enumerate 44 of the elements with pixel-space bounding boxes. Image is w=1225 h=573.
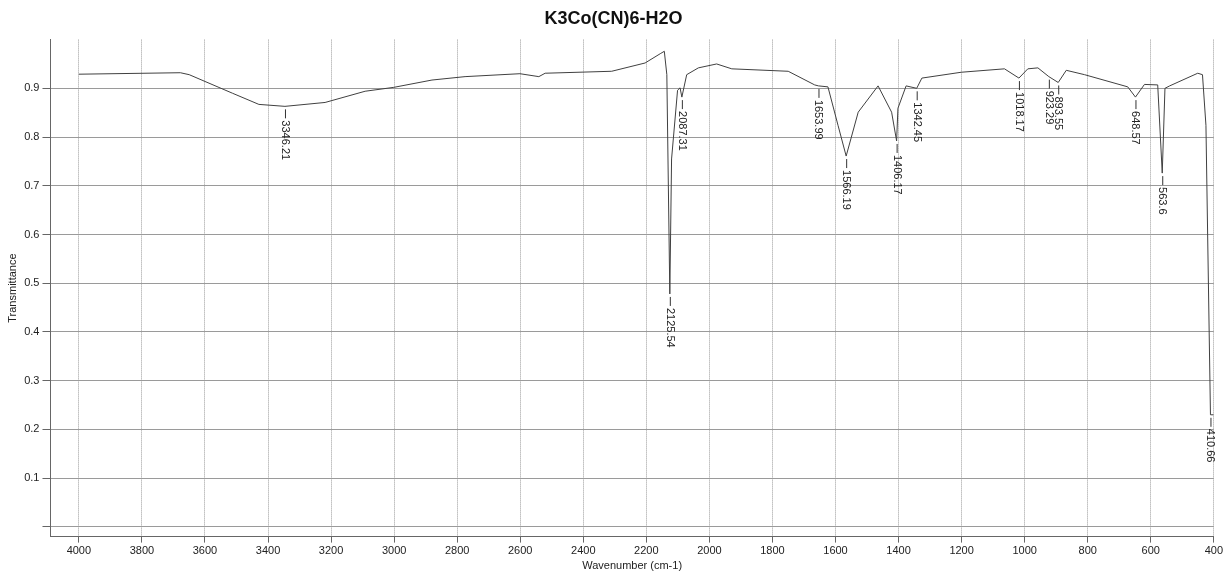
annotation: 1406.17 (891, 154, 904, 195)
x-tick-label: 1600 (823, 544, 848, 557)
y-axis-title: Transmittance (5, 253, 18, 323)
x-tick-label: 2800 (444, 544, 470, 557)
x-tick-label: 1400 (886, 544, 911, 557)
annotation: 563.6 (1157, 187, 1170, 215)
annotation: 893.55 (1053, 96, 1066, 131)
y-tick-label: 0.8 (24, 130, 40, 143)
x-tick-label: 1200 (949, 544, 974, 557)
annotation: 3346.21 (279, 120, 292, 161)
x-tick-label: 2400 (571, 544, 596, 557)
y-tick-label: 0.3 (24, 373, 40, 386)
x-tick-label: 3400 (255, 544, 281, 557)
x-tick-label: 2000 (697, 544, 722, 557)
y-tick-label: 0.9 (24, 81, 40, 94)
x-tick-label: 2200 (634, 544, 659, 557)
x-tick-label: 600 (1141, 544, 1160, 557)
annotation: 2087.31 (676, 111, 689, 151)
x-tick-label: 3200 (318, 544, 344, 557)
x-tick-label: 1800 (760, 544, 785, 557)
y-tick-label: 0.7 (24, 178, 40, 191)
annotation: 1342.45 (911, 102, 924, 143)
annotation: 410.66 (1205, 428, 1218, 463)
annotation: 648.57 (1130, 111, 1143, 145)
x-tick-label: 3600 (192, 544, 218, 557)
annotation: 1566.19 (841, 170, 854, 210)
annotation: 1653.99 (813, 99, 826, 140)
x-tick-label: 1000 (1012, 544, 1037, 557)
y-tick-label: 0.4 (24, 324, 40, 337)
x-tick-label: 3800 (129, 544, 155, 557)
x-tick-label: 2600 (508, 544, 533, 557)
y-tick-label: 0.5 (24, 276, 40, 289)
x-tick-label: 800 (1078, 544, 1097, 557)
x-axis-title: Wavenumber (cm-1) (582, 559, 683, 572)
chart-title: K3Co(CN)6-H2O (544, 7, 683, 28)
annotation: 2125.54 (664, 307, 677, 348)
x-tick-label: 3000 (381, 544, 407, 557)
annotation: 1018.17 (1013, 92, 1026, 132)
y-tick-label: 0.6 (24, 227, 40, 240)
annotation: 923.29 (1043, 90, 1056, 125)
y-tick-label: 0.1 (24, 471, 40, 484)
y-tick-label: 0.2 (24, 422, 40, 435)
x-tick-label: 4000 (66, 544, 92, 557)
x-tick-label: 400 (1204, 544, 1223, 557)
